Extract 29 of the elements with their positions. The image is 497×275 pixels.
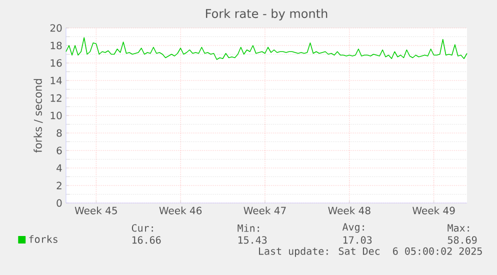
text: Avg: bbox=[342, 223, 364, 233]
y-tick-label: 6 bbox=[56, 146, 62, 154]
y-tick-label: 18 bbox=[50, 42, 62, 50]
y-tick-label: 12 bbox=[50, 94, 62, 102]
y-tick-label: 20 bbox=[50, 24, 62, 32]
text: 16.66 bbox=[132, 236, 161, 244]
text: 17.03 bbox=[343, 236, 372, 244]
y-tick-label: 8 bbox=[56, 129, 62, 137]
y-tick-label: 0 bbox=[56, 199, 62, 207]
x-tick-label: Week 45 bbox=[74, 206, 117, 214]
legend-label: forks bbox=[29, 235, 58, 243]
y-tick-label: 2 bbox=[56, 182, 62, 190]
text: 58.69 bbox=[448, 236, 477, 244]
text: 15.43 bbox=[238, 236, 267, 244]
y-axis-title: forks / second bbox=[34, 79, 43, 153]
text: Max: bbox=[448, 224, 469, 232]
y-tick-label: 16 bbox=[50, 59, 62, 67]
text: Cur: bbox=[132, 224, 153, 232]
x-tick-label: Week 47 bbox=[244, 206, 286, 214]
y-tick-label: 4 bbox=[56, 164, 62, 172]
y-tick-label: 14 bbox=[50, 76, 62, 84]
x-tick-label: Week 46 bbox=[159, 206, 202, 214]
text: Min: bbox=[238, 224, 259, 232]
x-tick-label: Week 48 bbox=[328, 206, 370, 214]
chart-title: Fork rate - by month bbox=[206, 8, 328, 20]
line-series bbox=[66, 37, 468, 60]
text: Last update: Sat Dec 6 05:00:02 2025 bbox=[259, 247, 482, 257]
x-tick-label: Week 49 bbox=[412, 206, 455, 214]
y-tick-label: 10 bbox=[50, 112, 62, 120]
